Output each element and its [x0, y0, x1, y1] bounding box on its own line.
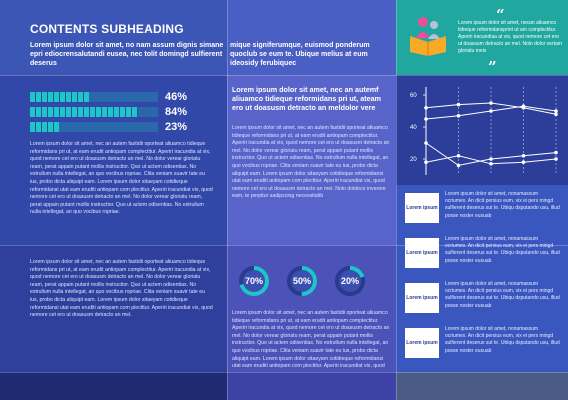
gauge: 70%	[238, 265, 270, 297]
reader-book-icon	[410, 17, 446, 56]
chart-point	[424, 117, 428, 121]
card-text: Lorem ipsum dolor sit amet, nonamassum o…	[445, 236, 560, 264]
gauge-value: 20%	[340, 276, 359, 286]
chart-point	[489, 157, 493, 161]
card-badge: Lorem ipsum	[405, 193, 439, 223]
intro-text-mid: mique signiferumque, euismod ponderum qu…	[230, 42, 370, 67]
divider-horizontal	[0, 372, 568, 373]
mid-column-bottom: 70% 50% 20% Lorem ipsum dolor sit amet, ne…	[227, 245, 396, 372]
header-left-panel: CONTENTS SUBHEADING Lorem ipsum dolor si…	[0, 0, 227, 75]
chart-y-tick-label: 60	[410, 93, 417, 99]
divider-horizontal	[0, 75, 568, 76]
chart-point	[424, 160, 428, 164]
progress-track	[30, 92, 158, 102]
info-card: Lorem ipsum Lorem ipsum dolor sit amet, n…	[405, 236, 560, 270]
card-badge: Lorem ipsum	[405, 328, 439, 358]
progress-value: 23%	[165, 121, 188, 133]
gauge-ring	[335, 266, 365, 296]
chart-point	[554, 157, 558, 161]
chart-point	[489, 162, 493, 166]
card-text: Lorem ipsum dolor sit amet, nonamassum o…	[445, 326, 560, 354]
left-column-bottom: Lorem ipsum dolor sit amet, nec an autem…	[0, 245, 227, 372]
progress-fill	[30, 92, 89, 102]
chart-panel: 60 40 20	[396, 75, 568, 185]
progress-track	[30, 122, 158, 132]
mid-body-text-1: Lorem ipsum dolor sit amet, nec an autem…	[232, 125, 390, 200]
gauge-arc	[239, 266, 269, 296]
gauge-ring	[239, 266, 269, 296]
progress-bar: 23%	[30, 121, 187, 133]
info-card: Lorem ipsum Lorem ipsum dolor sit amet, n…	[405, 281, 560, 315]
gauge-arc	[335, 266, 365, 296]
gauge-ring	[287, 266, 317, 296]
chart-point	[489, 109, 493, 113]
card-badge: Lorem ipsum	[405, 238, 439, 268]
progress-fill	[30, 107, 138, 117]
chart-point	[554, 109, 558, 113]
chart-y-tick-label: 40	[410, 125, 417, 131]
mid-column-top: Lorem ipsum dolor sit amet, nec an autem…	[227, 75, 396, 245]
gauge: 50%	[286, 265, 318, 297]
progress-fill	[30, 122, 60, 132]
quote-open-mark: “	[496, 6, 505, 24]
chart-point	[424, 106, 428, 110]
chart-point	[554, 112, 558, 116]
info-card: Lorem ipsum Lorem ipsum dolor sit amet, n…	[405, 191, 560, 225]
line-chart: 60 40 20	[410, 87, 558, 175]
chart-point	[489, 101, 493, 105]
progress-value: 84%	[165, 106, 188, 118]
quote-text: Lorem ipsum dolor sit amet, necan aliuam…	[458, 20, 562, 54]
mid-body-text-2: Lorem ipsum dolor sit amet, nec an autem…	[232, 310, 390, 370]
chart-point	[554, 150, 558, 155]
chart-point	[456, 114, 461, 118]
card-text: Lorem ipsum dolor sit amet, nonamassum o…	[445, 281, 560, 309]
card-text: Lorem ipsum dolor sit amet, nonamassum o…	[445, 191, 560, 219]
chart-point	[456, 102, 461, 107]
intro-text-left: Lorem ipsum dolor sit amet, no nam assum…	[30, 42, 224, 67]
progress-bar: 46%	[30, 91, 187, 103]
gauge-value: 50%	[292, 276, 311, 286]
chart-y-tick-label: 20	[410, 157, 417, 163]
divider-vertical	[396, 0, 397, 400]
cards-panel: Lorem ipsum Lorem ipsum dolor sit amet, n…	[396, 185, 568, 372]
footer-right	[396, 372, 568, 400]
card-badge: Lorem ipsum	[405, 283, 439, 313]
divider-horizontal	[0, 245, 568, 246]
footer-left	[0, 372, 227, 400]
chart-point	[456, 163, 461, 168]
divider-vertical	[227, 0, 228, 400]
gauge: 20%	[334, 265, 366, 297]
info-card: Lorem ipsum Lorem ipsum dolor sit amet, n…	[405, 326, 560, 360]
progress-bar: 84%	[30, 106, 187, 118]
quote-close-mark: ”	[488, 58, 497, 75]
chart-point	[424, 141, 428, 145]
quote-panel: “ Lorem ipsum dolor sit amet, necan aliu…	[396, 0, 568, 75]
left-column-top: 46% 84% 23% Lorem ipsum dolor sit amet, ne…	[0, 75, 227, 245]
progress-value: 46%	[165, 91, 188, 103]
gauge-value: 70%	[244, 276, 263, 286]
chart-point	[521, 160, 526, 164]
mid-lead-text: Lorem ipsum dolor sit amet, nec an autem…	[232, 85, 381, 112]
page-title: CONTENTS SUBHEADING	[30, 22, 184, 36]
left-body-text-1: Lorem ipsum dolor sit amet, nec an autem…	[30, 141, 213, 216]
chart-point	[521, 154, 526, 158]
footer-mid	[227, 372, 396, 400]
gauge-arc	[287, 266, 317, 296]
header-mid-panel: mique signiferumque, euismod ponderum qu…	[227, 0, 396, 75]
left-body-text-2: Lorem ipsum dolor sit amet, nec an autem…	[30, 259, 213, 319]
chart-point	[521, 104, 526, 108]
chart-point	[456, 154, 461, 158]
